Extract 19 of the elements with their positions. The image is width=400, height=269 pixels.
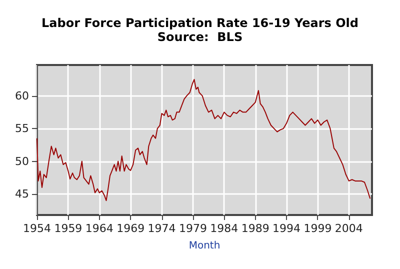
x-tick-label: 1994: [272, 222, 301, 235]
chart-subtitle: Source: BLS: [157, 30, 243, 44]
x-tick-label: 1974: [148, 222, 176, 235]
chart-title: Labor Force Participation Rate 16-19 Years Old: [42, 16, 358, 30]
x-tick-label: 2004: [334, 222, 363, 235]
line-series: [36, 78, 371, 202]
x-tick-label: 1959: [54, 222, 82, 235]
x-tick-label: 1999: [304, 222, 332, 235]
x-tick-label: 1979: [178, 222, 207, 235]
y-tick-label: 50: [15, 154, 29, 168]
x-tick-label: 1954: [23, 222, 51, 235]
y-tick-label: 60: [15, 89, 29, 102]
x-tick-label: 1984: [210, 222, 238, 235]
x-tick-label: 1964: [85, 222, 114, 235]
y-tick-label: 45: [15, 188, 29, 201]
x-axis-title: Month: [188, 240, 220, 252]
x-tick-label: 1989: [241, 222, 270, 235]
y-tick-label: 55: [15, 122, 29, 136]
x-tick-label: 1969: [116, 222, 145, 235]
